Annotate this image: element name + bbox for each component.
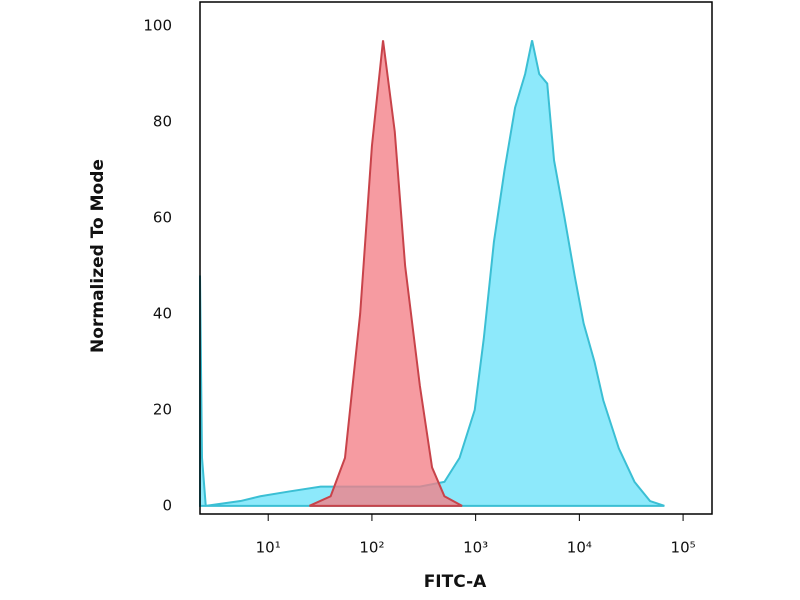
y-tick-label: 100 [143,16,172,34]
y-axis-title: Normalized To Mode [88,159,108,353]
x-axis-title: FITC-A [424,572,487,592]
y-tick-label: 0 [162,496,172,514]
plot-frame [199,1,713,515]
y-tick-label: 80 [153,112,172,130]
histogram-area [309,40,463,507]
x-tick-label: 10³ [463,539,488,557]
y-tick-label: 20 [153,400,172,418]
histogram-area [199,40,665,507]
y-tick-label: 40 [153,304,172,322]
x-tick-label: 10¹ [256,539,281,557]
x-tick-label: 10² [359,539,384,557]
x-tick-label: 10⁴ [567,539,592,557]
y-tick-label: 60 [153,208,172,226]
x-tick-label: 10⁵ [671,539,696,557]
